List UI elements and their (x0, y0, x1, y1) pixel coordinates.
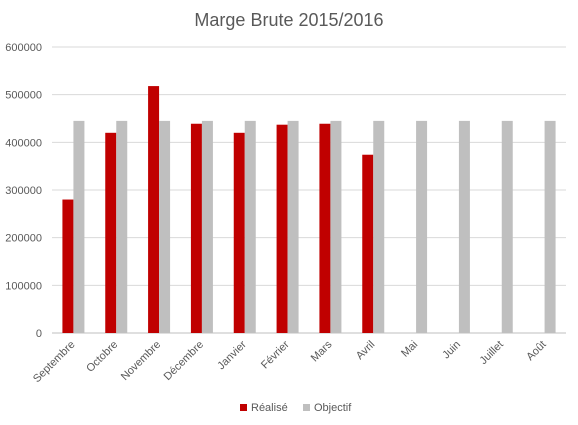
chart-title: Marge Brute 2015/2016 (194, 10, 383, 30)
x-tick-label: Janvier (215, 338, 249, 372)
bar-realise (362, 154, 374, 333)
bar-objectif (501, 120, 513, 333)
legend: Réalisé Objectif (240, 402, 352, 414)
bar-realise (105, 132, 117, 333)
y-tick-label: 0 (36, 328, 42, 340)
x-tick-label: Décembre (162, 339, 206, 383)
bar-objectif (330, 120, 342, 333)
legend-swatch-realise (240, 404, 247, 411)
x-tick-label: Octobre (84, 339, 120, 375)
bar-realise (190, 123, 202, 333)
y-tick-label: 400000 (5, 137, 42, 149)
x-tick-label: Avril (354, 339, 377, 362)
legend-label: Réalisé (251, 402, 288, 414)
y-tick-label: 500000 (5, 90, 42, 102)
bar-realise (233, 132, 245, 333)
x-tick-label: Septembre (31, 339, 78, 386)
x-tick-label: Juin (440, 339, 463, 362)
bar-objectif (458, 120, 470, 333)
gridlines (52, 46, 566, 334)
bar-objectif (201, 120, 213, 333)
bar-objectif (373, 120, 385, 333)
bar-objectif (544, 120, 556, 333)
legend-label: Objectif (314, 402, 352, 414)
bar-objectif (287, 120, 299, 333)
bars (62, 86, 556, 334)
x-tick-label: Novembre (119, 339, 163, 383)
bar-objectif (159, 120, 171, 333)
y-tick-label: 100000 (5, 280, 42, 292)
bar-realise (319, 123, 331, 333)
bar-realise (62, 199, 74, 333)
bar-objectif (416, 120, 428, 333)
bar-realise (276, 124, 288, 334)
x-tick-label: Mai (399, 339, 420, 360)
x-tick-label: Février (259, 338, 292, 371)
y-tick-label: 600000 (5, 42, 42, 54)
x-tick-label: Juillet (477, 339, 505, 367)
bar-objectif (73, 120, 85, 333)
legend-swatch-objectif (303, 404, 310, 411)
y-tick-label: 200000 (5, 233, 42, 245)
y-axis: 0 100000 200000 300000 400000 500000 600000 (5, 42, 42, 340)
bar-objectif (244, 120, 256, 333)
x-tick-label: Mars (309, 338, 335, 364)
bar-realise (148, 86, 160, 333)
bar-objectif (116, 120, 128, 333)
y-tick-label: 300000 (5, 185, 42, 197)
x-tick-label: Août (524, 339, 548, 363)
